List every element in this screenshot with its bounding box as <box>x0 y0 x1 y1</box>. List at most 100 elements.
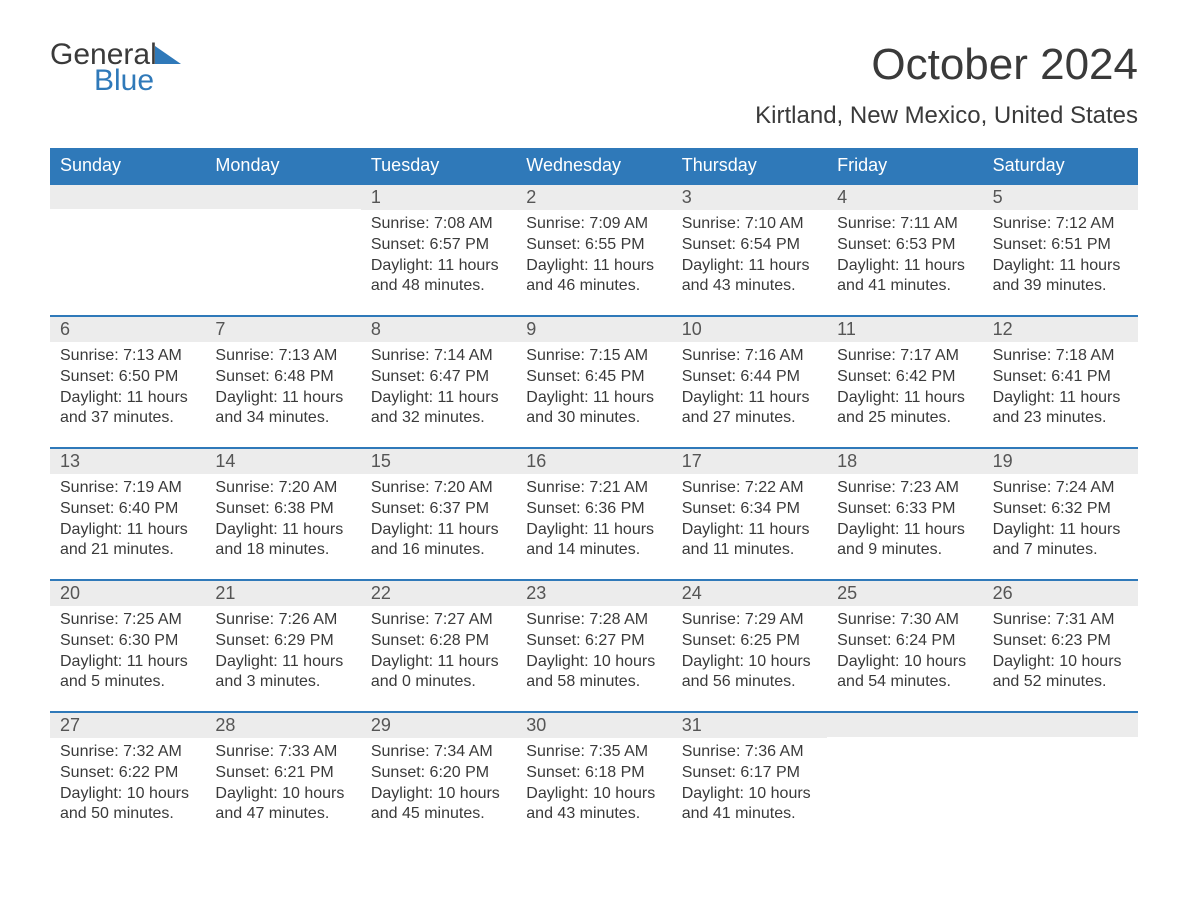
day-cell: 3Sunrise: 7:10 AMSunset: 6:54 PMDaylight… <box>672 185 827 315</box>
day-number <box>983 713 1138 737</box>
day-daylight2: and 52 minutes. <box>993 672 1128 693</box>
day-body: Sunrise: 7:21 AMSunset: 6:36 PMDaylight:… <box>516 474 671 571</box>
day-sunset: Sunset: 6:40 PM <box>60 499 195 520</box>
day-number: 8 <box>361 317 516 342</box>
day-number: 7 <box>205 317 360 342</box>
day-daylight2: and 47 minutes. <box>215 804 350 825</box>
logo: General Blue <box>50 40 181 96</box>
day-number <box>50 185 205 209</box>
day-number: 13 <box>50 449 205 474</box>
day-cell: 25Sunrise: 7:30 AMSunset: 6:24 PMDayligh… <box>827 581 982 711</box>
day-daylight1: Daylight: 11 hours <box>60 388 195 409</box>
day-sunrise: Sunrise: 7:29 AM <box>682 610 817 631</box>
day-daylight2: and 56 minutes. <box>682 672 817 693</box>
weekday-thursday: Thursday <box>672 148 827 183</box>
day-cell <box>50 185 205 315</box>
day-body: Sunrise: 7:33 AMSunset: 6:21 PMDaylight:… <box>205 738 360 835</box>
day-cell: 19Sunrise: 7:24 AMSunset: 6:32 PMDayligh… <box>983 449 1138 579</box>
day-sunrise: Sunrise: 7:14 AM <box>371 346 506 367</box>
weekday-sunday: Sunday <box>50 148 205 183</box>
day-number: 25 <box>827 581 982 606</box>
day-sunset: Sunset: 6:55 PM <box>526 235 661 256</box>
day-body: Sunrise: 7:27 AMSunset: 6:28 PMDaylight:… <box>361 606 516 703</box>
day-cell: 2Sunrise: 7:09 AMSunset: 6:55 PMDaylight… <box>516 185 671 315</box>
day-daylight1: Daylight: 10 hours <box>526 784 661 805</box>
day-sunrise: Sunrise: 7:22 AM <box>682 478 817 499</box>
day-body: Sunrise: 7:23 AMSunset: 6:33 PMDaylight:… <box>827 474 982 571</box>
day-daylight1: Daylight: 10 hours <box>682 784 817 805</box>
day-sunset: Sunset: 6:42 PM <box>837 367 972 388</box>
day-sunrise: Sunrise: 7:35 AM <box>526 742 661 763</box>
day-daylight1: Daylight: 11 hours <box>837 256 972 277</box>
day-sunrise: Sunrise: 7:27 AM <box>371 610 506 631</box>
day-daylight2: and 37 minutes. <box>60 408 195 429</box>
day-daylight1: Daylight: 11 hours <box>993 520 1128 541</box>
page-subtitle: Kirtland, New Mexico, United States <box>50 102 1138 130</box>
day-body: Sunrise: 7:15 AMSunset: 6:45 PMDaylight:… <box>516 342 671 439</box>
day-body: Sunrise: 7:13 AMSunset: 6:50 PMDaylight:… <box>50 342 205 439</box>
weekday-row: Sunday Monday Tuesday Wednesday Thursday… <box>50 148 1138 183</box>
day-sunset: Sunset: 6:53 PM <box>837 235 972 256</box>
day-number: 17 <box>672 449 827 474</box>
day-daylight2: and 18 minutes. <box>215 540 350 561</box>
day-sunset: Sunset: 6:17 PM <box>682 763 817 784</box>
day-sunset: Sunset: 6:41 PM <box>993 367 1128 388</box>
day-body: Sunrise: 7:12 AMSunset: 6:51 PMDaylight:… <box>983 210 1138 307</box>
day-daylight1: Daylight: 11 hours <box>993 256 1128 277</box>
day-daylight2: and 16 minutes. <box>371 540 506 561</box>
day-body: Sunrise: 7:25 AMSunset: 6:30 PMDaylight:… <box>50 606 205 703</box>
day-cell: 14Sunrise: 7:20 AMSunset: 6:38 PMDayligh… <box>205 449 360 579</box>
day-sunset: Sunset: 6:47 PM <box>371 367 506 388</box>
day-sunrise: Sunrise: 7:15 AM <box>526 346 661 367</box>
day-sunset: Sunset: 6:57 PM <box>371 235 506 256</box>
day-sunrise: Sunrise: 7:20 AM <box>215 478 350 499</box>
day-daylight1: Daylight: 11 hours <box>215 652 350 673</box>
day-daylight2: and 25 minutes. <box>837 408 972 429</box>
day-number: 22 <box>361 581 516 606</box>
day-daylight2: and 41 minutes. <box>682 804 817 825</box>
day-sunset: Sunset: 6:48 PM <box>215 367 350 388</box>
day-number: 4 <box>827 185 982 210</box>
day-daylight2: and 45 minutes. <box>371 804 506 825</box>
week-row: 1Sunrise: 7:08 AMSunset: 6:57 PMDaylight… <box>50 183 1138 315</box>
day-sunset: Sunset: 6:51 PM <box>993 235 1128 256</box>
day-sunrise: Sunrise: 7:31 AM <box>993 610 1128 631</box>
day-number: 27 <box>50 713 205 738</box>
day-daylight2: and 41 minutes. <box>837 276 972 297</box>
day-number: 3 <box>672 185 827 210</box>
day-number: 31 <box>672 713 827 738</box>
day-daylight2: and 0 minutes. <box>371 672 506 693</box>
day-cell: 29Sunrise: 7:34 AMSunset: 6:20 PMDayligh… <box>361 713 516 843</box>
day-number: 10 <box>672 317 827 342</box>
day-number: 2 <box>516 185 671 210</box>
day-number: 14 <box>205 449 360 474</box>
day-daylight2: and 43 minutes. <box>682 276 817 297</box>
day-number: 28 <box>205 713 360 738</box>
day-sunrise: Sunrise: 7:30 AM <box>837 610 972 631</box>
day-body: Sunrise: 7:20 AMSunset: 6:38 PMDaylight:… <box>205 474 360 571</box>
day-body: Sunrise: 7:18 AMSunset: 6:41 PMDaylight:… <box>983 342 1138 439</box>
day-number <box>827 713 982 737</box>
day-sunset: Sunset: 6:36 PM <box>526 499 661 520</box>
day-sunrise: Sunrise: 7:10 AM <box>682 214 817 235</box>
day-sunrise: Sunrise: 7:21 AM <box>526 478 661 499</box>
day-body: Sunrise: 7:11 AMSunset: 6:53 PMDaylight:… <box>827 210 982 307</box>
day-cell: 27Sunrise: 7:32 AMSunset: 6:22 PMDayligh… <box>50 713 205 843</box>
day-sunrise: Sunrise: 7:23 AM <box>837 478 972 499</box>
day-sunrise: Sunrise: 7:36 AM <box>682 742 817 763</box>
day-sunset: Sunset: 6:27 PM <box>526 631 661 652</box>
day-body: Sunrise: 7:31 AMSunset: 6:23 PMDaylight:… <box>983 606 1138 703</box>
day-cell: 21Sunrise: 7:26 AMSunset: 6:29 PMDayligh… <box>205 581 360 711</box>
day-number: 30 <box>516 713 671 738</box>
logo-blue: Blue <box>94 66 181 96</box>
day-sunset: Sunset: 6:50 PM <box>60 367 195 388</box>
day-daylight2: and 11 minutes. <box>682 540 817 561</box>
day-sunset: Sunset: 6:24 PM <box>837 631 972 652</box>
day-sunset: Sunset: 6:54 PM <box>682 235 817 256</box>
header-row: General Blue October 2024 <box>50 40 1138 96</box>
day-number: 9 <box>516 317 671 342</box>
day-sunrise: Sunrise: 7:13 AM <box>215 346 350 367</box>
day-daylight1: Daylight: 11 hours <box>837 388 972 409</box>
day-daylight2: and 34 minutes. <box>215 408 350 429</box>
day-cell: 9Sunrise: 7:15 AMSunset: 6:45 PMDaylight… <box>516 317 671 447</box>
